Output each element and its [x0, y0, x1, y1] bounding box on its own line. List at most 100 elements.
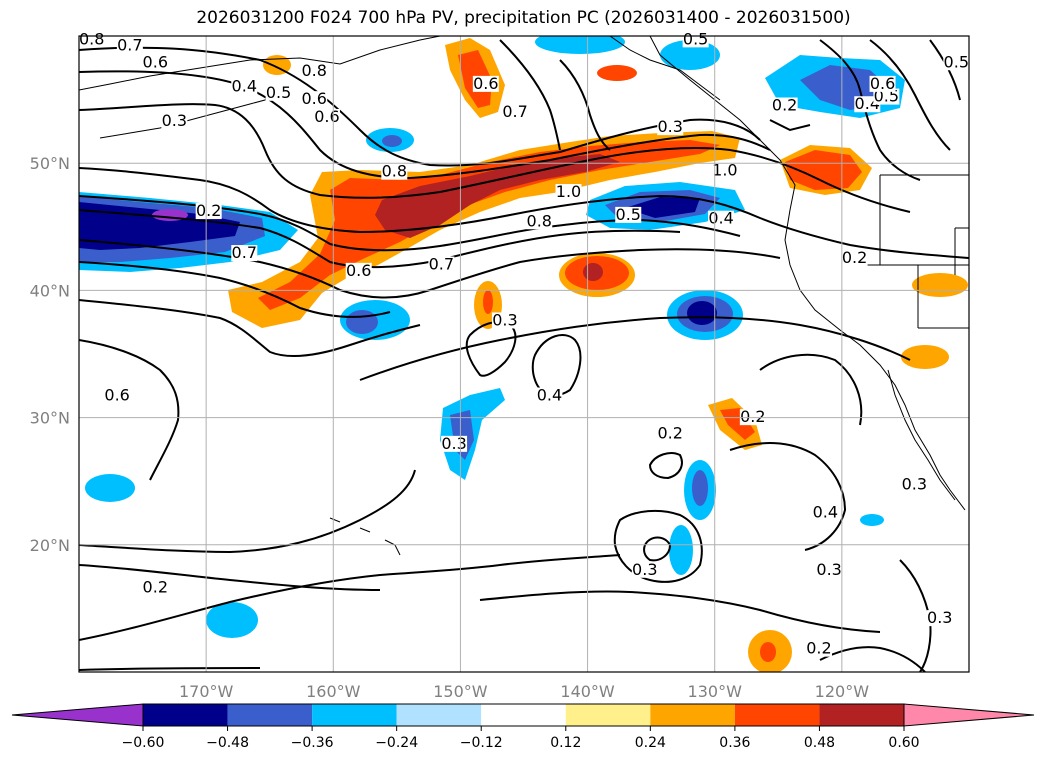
contour-label-halo: [631, 561, 658, 578]
lon-axis-labels: 170°W 160°W 150°W 140°W 130°W 120°W: [179, 682, 869, 701]
lon-tick-label: 120°W: [815, 682, 870, 701]
contour-label-halo: [943, 54, 970, 71]
colorbar-segment: [312, 704, 397, 726]
contour-label: 0.6: [104, 386, 129, 405]
plot-title: 2026031200 F024 700 hPa PV, precipitatio…: [196, 8, 851, 28]
contour-label-halo: [301, 91, 328, 108]
contour-label: 0.2: [143, 578, 168, 597]
contour-label: 0.3: [902, 475, 927, 494]
pv-contour: [79, 261, 391, 318]
contour-label-halo: [926, 610, 953, 627]
contour-label-halo: [812, 504, 839, 521]
colorbar-tick-label: −0.12: [460, 735, 503, 751]
contour-label: 0.5: [616, 205, 641, 224]
contour-label: 0.6: [473, 74, 498, 93]
colorbar: −0.60 −0.48 −0.36 −0.24 −0.12 0.12 0.24 0.36 0.4…: [11, 703, 1035, 751]
precip-positive-small-1-core: [483, 290, 493, 314]
contour-label-halo: [301, 63, 328, 80]
colorbar-segment: [565, 704, 651, 726]
pv-contour: [531, 334, 582, 397]
coastline-alaska: [79, 36, 441, 91]
contour-label: 0.8: [382, 162, 407, 181]
pv-contour: [648, 452, 683, 480]
contour-label: 0.5: [944, 52, 969, 71]
contour-label-halo: [345, 262, 372, 279]
pv-contour: [759, 353, 863, 426]
map-frame: [78, 35, 970, 673]
contour-label: 0.5: [266, 83, 291, 102]
contour-label: 0.6: [143, 52, 168, 71]
precip-positive-pnw-core: [785, 150, 862, 190]
precip-positive-small-5: [901, 345, 949, 369]
colorbar-tick-label: −0.24: [375, 735, 418, 751]
contour-label-halo: [142, 579, 169, 596]
contour-label: 0.7: [232, 243, 257, 262]
contour-label: 1.0: [712, 160, 737, 179]
pv-contour: [359, 316, 911, 381]
precip-positive-small-3-core: [760, 642, 776, 662]
lat-tick-label: 30°N: [30, 409, 70, 428]
precip-negative-small-6-core: [692, 470, 708, 506]
contour-label-halo: [231, 245, 258, 262]
contour-label-halo: [428, 256, 455, 273]
pv-contour: [465, 321, 517, 377]
colorbar-tick-label: 0.48: [804, 735, 835, 751]
contour-label: 0.2: [806, 639, 831, 658]
contour-label: 0.3: [492, 310, 517, 329]
contour-label-halo: [816, 561, 843, 578]
contour-label: 0.7: [502, 102, 527, 121]
gridlines: [79, 36, 969, 672]
colorbar-tick-label: 0.36: [719, 735, 750, 751]
contour-label-halo: [526, 213, 553, 230]
contour-label: 0.3: [657, 117, 682, 136]
contour-label-halo: [491, 312, 518, 329]
pv-contour: [79, 339, 180, 481]
contour-label-halo: [711, 162, 738, 179]
lon-tick-label: 160°W: [306, 682, 361, 701]
pv-contour: [79, 167, 969, 259]
contour-label-halo: [116, 37, 143, 54]
contour-label: 0.7: [429, 255, 454, 274]
colorbar-tick-label: −0.48: [206, 735, 249, 751]
colorbar-segment: [819, 704, 904, 726]
pv-contour: [479, 590, 881, 633]
contour-label-halo: [161, 112, 188, 129]
coastline-hawaii: [329, 517, 401, 556]
contour-label: 0.8: [527, 211, 552, 230]
contour-label: 0.2: [196, 201, 221, 220]
coastline-aleutians: [99, 95, 281, 139]
contour-label: 0.3: [816, 560, 841, 579]
precip-positive-small-2-core: [720, 408, 755, 440]
lon-tick-label: 150°W: [433, 682, 488, 701]
pv-contour: [79, 103, 911, 213]
colorbar-tick-label: 0.24: [635, 735, 666, 751]
colorbar-extend-min: [11, 703, 144, 727]
pv-contour: [499, 39, 561, 151]
contour-label-halo: [841, 250, 868, 267]
colorbar-segment: [734, 704, 820, 726]
contour-label: 0.7: [117, 36, 142, 55]
lat-tick-label: 40°N: [30, 281, 70, 300]
contour-labels: 0.8 0.70.6 0.80.4 0.5 0.60.60.30.60.70.50.20…: [78, 29, 970, 658]
contour-label-halo: [231, 78, 258, 95]
contour-label-halo: [265, 84, 292, 101]
precip-negative-38n-core: [687, 301, 717, 325]
contour-label: 0.5: [683, 29, 708, 48]
contour-label-halo: [195, 203, 222, 220]
contour-label: 0.3: [927, 608, 952, 627]
contour-label-halo: [657, 425, 684, 442]
colorbar-tick-label: −0.36: [291, 735, 334, 751]
precip-positive-40n-core: [583, 263, 603, 281]
contour-label-halo: [901, 476, 928, 493]
contour-label: 0.3: [441, 434, 466, 453]
pv-contour: [899, 559, 932, 672]
pv-contour: [79, 564, 381, 591]
colorbar-tick-label: 0.60: [888, 735, 919, 751]
colorbar-outline: [142, 703, 905, 727]
contour-label: 0.6: [870, 74, 895, 93]
colorbar-segment: [143, 704, 228, 726]
contour-label: 0.2: [772, 96, 797, 115]
pv-contour: [79, 667, 261, 671]
contour-label: 0.2: [657, 424, 682, 443]
